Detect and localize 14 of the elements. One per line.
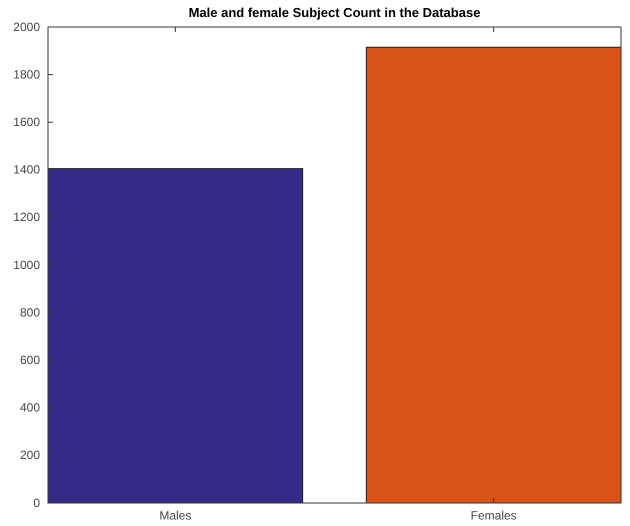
chart-title: Male and female Subject Count in the Database (188, 5, 480, 20)
y-tick-label: 1800 (13, 67, 40, 82)
x-tick-label: Males (159, 508, 192, 523)
y-tick-label: 1200 (13, 210, 40, 224)
x-tick-label: Females (470, 508, 517, 523)
y-tick-label: 800 (20, 305, 40, 320)
y-tick-label: 1000 (13, 258, 40, 272)
y-tick-label: 200 (20, 448, 40, 462)
y-tick-label: 2000 (13, 20, 40, 34)
y-tick-label: 0 (33, 496, 40, 510)
y-tick-label: 600 (20, 353, 40, 368)
y-tick-label: 1400 (13, 162, 40, 177)
y-tick-label: 400 (20, 400, 40, 415)
y-tick-label: 1600 (13, 115, 40, 130)
